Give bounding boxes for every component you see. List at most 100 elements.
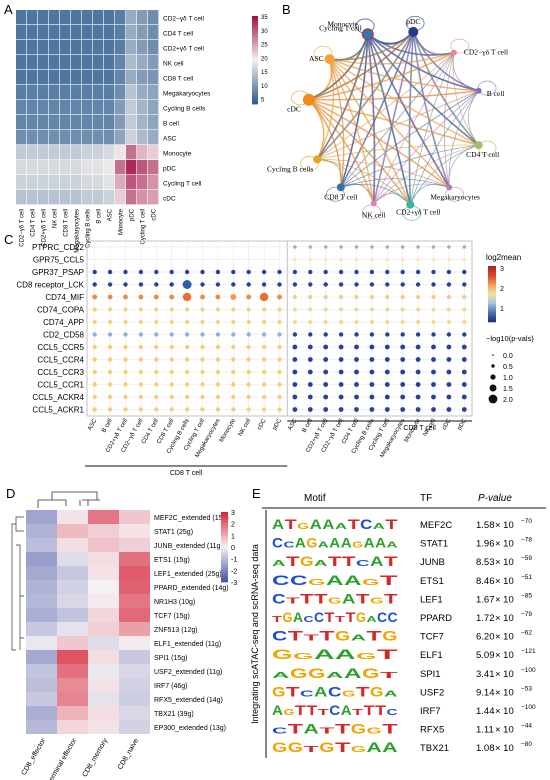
heatmap-d-cell [119, 580, 150, 594]
dotplot-dot [292, 407, 298, 412]
dotplot-dot [107, 407, 113, 412]
network-edge [412, 31, 450, 188]
legend-size-dot [488, 394, 498, 404]
dotplot-dot [200, 344, 205, 350]
dotplot-dot [431, 307, 436, 312]
table-pvalue-mantissa: 8.46 [476, 576, 495, 587]
dotplot-dot [415, 269, 421, 275]
panel-a-heatmap: CD2−γδ T cell CD4 T cell CD2+γδ T cell NK c… [16, 10, 268, 253]
colorbar-a-step [252, 101, 258, 105]
heatmap-a-cell [137, 130, 148, 145]
heatmap-a-cell [126, 70, 137, 85]
dotplot-dot [323, 357, 329, 362]
heatmap-d-cell [88, 706, 119, 720]
network-edge [367, 34, 376, 204]
heatmap-a-cell [49, 55, 60, 70]
heatmap-d-cell [26, 678, 57, 692]
dotplot-dot [308, 269, 313, 275]
dotplot-dot [169, 269, 174, 275]
dotplot-dot [277, 407, 282, 412]
dotplot-dot [259, 292, 269, 302]
heatmap-a-cell [93, 10, 104, 25]
dotplot-dot [107, 382, 113, 387]
heatmap-d-col-label: CD8_effector [21, 737, 48, 777]
dotplot-dot [415, 394, 421, 400]
dotplot-dot [215, 394, 221, 400]
dotplot-dot [215, 294, 221, 300]
dotplot-dot [369, 332, 375, 337]
dotplot-dot [462, 332, 467, 337]
heatmap-a-cell [148, 10, 159, 25]
motif-letter: A [367, 739, 382, 755]
heatmap-a-cell [126, 10, 137, 25]
dotplot-dot [292, 357, 298, 362]
motif-letter: G [306, 535, 317, 551]
legend-color-step [488, 296, 496, 299]
dotplot-dot [261, 269, 267, 275]
network-edge [340, 52, 455, 188]
heatmap-a-cell [93, 40, 104, 55]
network-edge [340, 144, 479, 188]
dotplot-dot [431, 295, 436, 299]
heatmap-a-cell [82, 130, 93, 145]
colorbar-a-step [252, 49, 258, 52]
colorbar-a-step [252, 24, 258, 28]
motif-letter: G [308, 578, 326, 587]
table-pvalue-exponent: −62 [521, 630, 532, 637]
motif-letter: C [388, 609, 398, 625]
table-pvalue-times: × 10 [495, 669, 514, 680]
heatmap-d-cell [88, 720, 119, 734]
motif-letter: A [387, 541, 398, 550]
motif-letter: G [283, 609, 293, 625]
dotplot-dot [354, 269, 359, 275]
heatmap-a-cell [60, 145, 71, 160]
heatmap-a-col-label: Monocyte [119, 208, 125, 235]
dotplot-dot [169, 382, 174, 387]
motif-letter: A [326, 572, 344, 588]
dotplot-dot [431, 357, 436, 362]
motif-letter: T [304, 634, 320, 643]
motif-letter: T [375, 702, 387, 718]
dotplot-dot [416, 295, 421, 299]
dotplot-dot [338, 332, 344, 337]
heatmap-d-cell [57, 524, 88, 538]
heatmap-a-col-label: CD8 T cell [64, 209, 70, 237]
dotplot-dot [415, 382, 421, 387]
dotplot-row-label: CD74_COPA [37, 306, 85, 315]
dotplot-dot [369, 394, 375, 400]
dotplot-dot [415, 332, 421, 337]
network-edge [443, 52, 455, 188]
dotplot-dot [184, 382, 190, 387]
dotplot-dot [261, 369, 267, 375]
heatmap-a-cell [137, 70, 148, 85]
heatmap-a-cell [148, 190, 159, 205]
dendrogram-left [11, 516, 24, 651]
legend-color-step [488, 308, 496, 311]
heatmap-a-cell [60, 85, 71, 100]
dotplot-dot [92, 307, 97, 312]
motif-letter: T [356, 590, 370, 606]
dotplot-dot [369, 320, 374, 324]
table-tf: PPARD [420, 613, 452, 624]
motif-letter: C [290, 572, 308, 588]
table-pvalue-exponent: −53 [521, 685, 532, 692]
heatmap-a-col-label: pDC [130, 208, 136, 221]
colorbar-a-step [252, 57, 258, 61]
heatmap-a-cell [115, 40, 126, 55]
network-self-loop [445, 186, 464, 202]
heatmap-a-cell [115, 85, 126, 100]
heatmap-a-cell [49, 130, 60, 145]
heatmap-a-cell [148, 55, 159, 70]
heatmap-a-cell [60, 25, 71, 40]
heatmap-d-cell [88, 692, 119, 706]
heatmap-a-cell [71, 175, 82, 190]
table-tf: TCF7 [420, 632, 444, 643]
dotplot-dot [215, 369, 221, 375]
legend-size-dot [492, 354, 494, 356]
heatmap-a-cell [49, 160, 60, 175]
dotplot-dot [293, 245, 297, 249]
heatmap-d-cell [57, 622, 88, 636]
heatmap-d-row-label: STAT1 (25g) [154, 529, 193, 536]
dotplot-x-label: ASC [287, 417, 299, 431]
table-pvalue-times: × 10 [495, 687, 514, 698]
